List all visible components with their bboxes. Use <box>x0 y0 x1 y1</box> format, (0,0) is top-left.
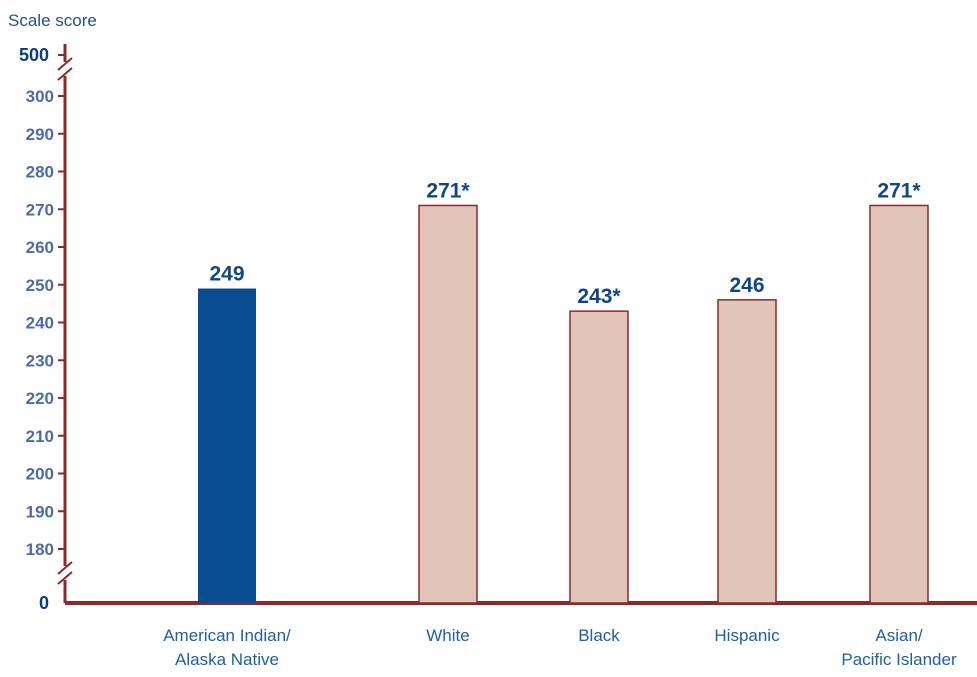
category-labels: American Indian/Alaska Native White Black H… <box>163 626 957 669</box>
y-tick-label: 190 <box>26 502 54 521</box>
bar <box>569 310 629 604</box>
y-tick-label: 220 <box>26 389 54 408</box>
bar <box>869 204 929 604</box>
axis-break-top-icon <box>57 57 73 81</box>
bar <box>198 288 256 603</box>
bars <box>198 204 929 604</box>
axis-break-bottom-icon <box>57 561 73 585</box>
bar-value-label: 249 <box>209 263 244 286</box>
category-label: Hispanic <box>714 626 780 645</box>
category-label: Alaska Native <box>175 650 279 669</box>
y-tick-label: 270 <box>26 200 54 219</box>
y-tick-label: 250 <box>26 276 54 295</box>
bar-value-label: 246 <box>729 274 764 297</box>
bar-value-label: 271* <box>426 179 470 202</box>
y-tick-labels: 500 300 290 280 270 260 250 240 230 220 210 200 190 1… <box>19 45 65 613</box>
category-label: Pacific Islander <box>841 650 957 669</box>
y-tick-label: 180 <box>26 540 54 559</box>
y-tick-label: 280 <box>26 163 54 182</box>
y-tick-label: 230 <box>26 351 54 370</box>
bar <box>717 299 777 604</box>
value-labels: 249 271* 243* 246 271* <box>209 179 921 308</box>
bar <box>418 204 478 604</box>
y-tick-label: 290 <box>26 125 54 144</box>
y-tick-label: 240 <box>26 314 54 333</box>
bar-value-label: 243* <box>577 285 621 308</box>
y-tick-label: 210 <box>26 427 54 446</box>
axes <box>57 44 977 605</box>
category-label: Asian/ <box>875 626 923 645</box>
y-tick-label: 500 <box>19 45 49 65</box>
y-tick-label: 260 <box>26 238 54 257</box>
y-tick-label: 0 <box>39 593 49 613</box>
category-label: American Indian/ <box>163 626 291 645</box>
y-axis-label: Scale score <box>8 11 97 30</box>
y-tick-label: 200 <box>26 465 54 484</box>
bar-value-label: 271* <box>877 179 921 202</box>
category-label: Black <box>578 626 620 645</box>
y-tick-label: 300 <box>26 87 54 106</box>
category-label: White <box>426 626 469 645</box>
